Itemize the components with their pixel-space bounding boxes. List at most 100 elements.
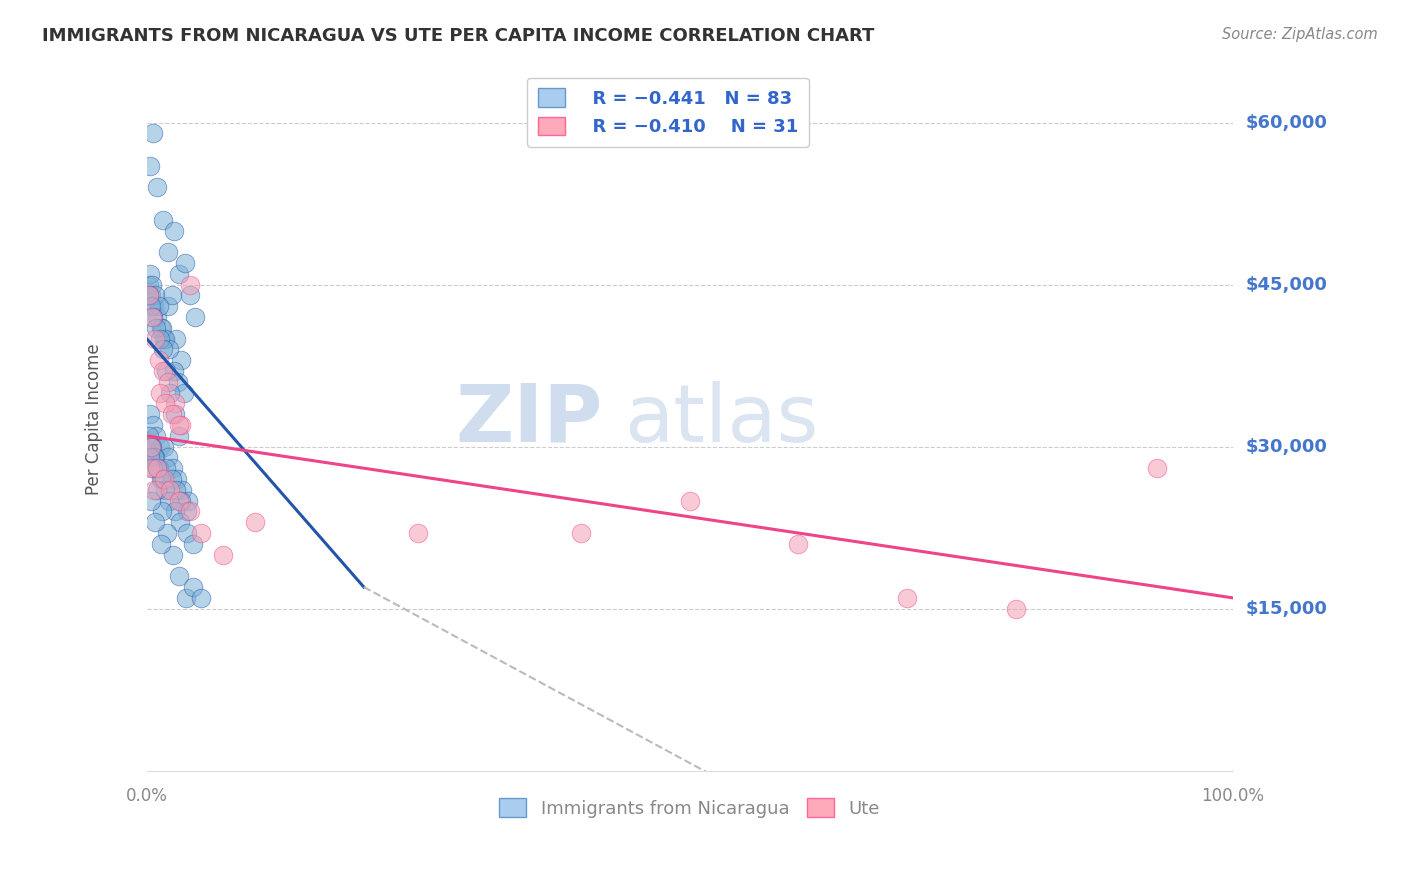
Point	[190, 526, 212, 541]
Text: IMMIGRANTS FROM NICARAGUA VS UTE PER CAPITA INCOME CORRELATION CHART: IMMIGRANTS FROM NICARAGUA VS UTE PER CAP…	[42, 27, 875, 45]
Point	[167, 267, 190, 281]
Point	[245, 515, 267, 529]
Point	[143, 450, 166, 465]
Point	[157, 375, 180, 389]
Point	[143, 299, 166, 313]
Point	[896, 591, 918, 605]
Point	[149, 385, 172, 400]
Point	[679, 493, 702, 508]
Point	[157, 493, 180, 508]
Point	[167, 429, 190, 443]
Point	[139, 440, 162, 454]
Point	[170, 417, 193, 432]
Point	[159, 385, 181, 400]
Point	[139, 461, 162, 475]
Point	[174, 591, 197, 605]
Point	[149, 440, 172, 454]
Point	[139, 267, 162, 281]
Point	[149, 472, 172, 486]
Point	[167, 569, 190, 583]
Text: ZIP: ZIP	[456, 381, 603, 458]
Point	[153, 332, 176, 346]
Point	[150, 320, 173, 334]
Point	[139, 407, 162, 421]
Text: $60,000: $60,000	[1246, 113, 1327, 131]
Point	[146, 180, 169, 194]
Point	[143, 483, 166, 497]
Point	[190, 591, 212, 605]
Point	[163, 364, 186, 378]
Point	[787, 537, 810, 551]
Text: Per Capita Income: Per Capita Income	[86, 343, 104, 495]
Point	[155, 461, 177, 475]
Point	[1146, 461, 1168, 475]
Point	[138, 288, 160, 302]
Point	[165, 332, 187, 346]
Point	[146, 461, 169, 475]
Point	[176, 526, 198, 541]
Point	[139, 288, 162, 302]
Text: $30,000: $30,000	[1246, 438, 1327, 456]
Point	[153, 472, 176, 486]
Legend: Immigrants from Nicaragua, Ute: Immigrants from Nicaragua, Ute	[492, 791, 887, 825]
Point	[148, 353, 170, 368]
Point	[163, 407, 186, 421]
Point	[139, 493, 162, 508]
Text: Source: ZipAtlas.com: Source: ZipAtlas.com	[1222, 27, 1378, 42]
Point	[170, 353, 193, 368]
Point	[167, 375, 190, 389]
Point	[138, 277, 160, 292]
Point	[162, 461, 184, 475]
Point	[163, 396, 186, 410]
Point	[139, 299, 162, 313]
Point	[184, 310, 207, 324]
Point	[153, 396, 176, 410]
Point	[163, 504, 186, 518]
Point	[179, 504, 201, 518]
Point	[153, 332, 176, 346]
Point	[142, 310, 165, 324]
Point	[177, 493, 200, 508]
Point	[166, 472, 188, 486]
Point	[143, 332, 166, 346]
Point	[181, 537, 204, 551]
Point	[169, 515, 191, 529]
Point	[142, 126, 165, 140]
Point	[138, 288, 160, 302]
Point	[160, 288, 183, 302]
Point	[143, 515, 166, 529]
Point	[172, 483, 194, 497]
Point	[181, 580, 204, 594]
Point	[146, 310, 169, 324]
Point	[149, 320, 172, 334]
Point	[157, 343, 180, 357]
Point	[141, 310, 163, 324]
Point	[160, 407, 183, 421]
Point	[141, 440, 163, 454]
Point	[165, 483, 187, 497]
Point	[406, 526, 429, 541]
Point	[153, 440, 176, 454]
Point	[148, 461, 170, 475]
Point	[157, 299, 180, 313]
Point	[152, 343, 174, 357]
Point	[138, 429, 160, 443]
Point	[157, 450, 180, 465]
Point	[150, 504, 173, 518]
Point	[153, 483, 176, 497]
Point	[152, 212, 174, 227]
Point	[139, 440, 162, 454]
Point	[1004, 601, 1026, 615]
Point	[146, 483, 169, 497]
Point	[145, 320, 167, 334]
Point	[141, 277, 163, 292]
Point	[157, 245, 180, 260]
Point	[146, 461, 169, 475]
Text: $15,000: $15,000	[1246, 599, 1327, 617]
Point	[152, 364, 174, 378]
Point	[173, 385, 195, 400]
Point	[211, 548, 233, 562]
Point	[170, 493, 193, 508]
Point	[143, 450, 166, 465]
Point	[143, 288, 166, 302]
